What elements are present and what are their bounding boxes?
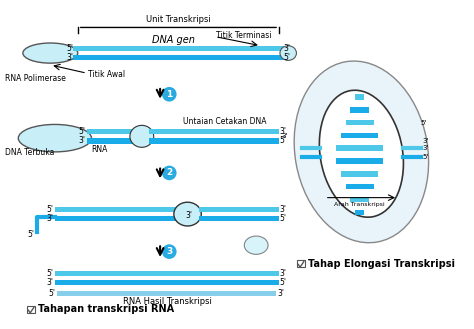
Text: 5': 5' [423, 154, 429, 160]
FancyBboxPatch shape [73, 46, 283, 51]
Text: 3: 3 [166, 247, 173, 256]
Ellipse shape [280, 46, 296, 61]
FancyBboxPatch shape [341, 171, 378, 177]
Ellipse shape [23, 43, 78, 63]
FancyBboxPatch shape [341, 133, 378, 138]
Text: RNA Polimerase: RNA Polimerase [5, 74, 65, 83]
FancyBboxPatch shape [55, 216, 178, 221]
Text: 5': 5' [421, 120, 427, 126]
Text: 5': 5' [283, 53, 291, 62]
FancyBboxPatch shape [27, 306, 35, 313]
Text: Titik Terminasi: Titik Terminasi [216, 31, 272, 40]
FancyBboxPatch shape [346, 120, 374, 125]
FancyBboxPatch shape [336, 158, 383, 164]
Text: 5': 5' [78, 127, 85, 136]
Ellipse shape [174, 202, 201, 226]
Ellipse shape [162, 244, 177, 259]
Text: 3': 3' [277, 289, 284, 298]
Text: 5': 5' [46, 205, 53, 214]
Text: 3': 3' [279, 269, 286, 278]
Ellipse shape [162, 165, 177, 180]
FancyBboxPatch shape [355, 94, 364, 100]
Text: Tahap Elongasi Transkripsi: Tahap Elongasi Transkripsi [308, 259, 456, 268]
FancyBboxPatch shape [336, 145, 383, 151]
Text: Unit Transkripsi: Unit Transkripsi [146, 15, 211, 24]
Text: 5': 5' [48, 289, 55, 298]
FancyBboxPatch shape [55, 207, 178, 212]
FancyBboxPatch shape [57, 291, 276, 296]
Text: 5': 5' [279, 137, 286, 145]
Ellipse shape [319, 90, 403, 217]
FancyBboxPatch shape [149, 129, 279, 135]
Text: 5': 5' [66, 44, 73, 53]
Ellipse shape [294, 61, 428, 243]
Text: 5': 5' [46, 269, 53, 278]
Text: 5': 5' [279, 278, 286, 287]
Text: 3': 3' [66, 53, 73, 62]
Text: 3': 3' [423, 145, 429, 151]
Ellipse shape [18, 124, 91, 152]
FancyBboxPatch shape [55, 280, 279, 286]
Text: Titik Awal: Titik Awal [88, 70, 125, 79]
Text: 3': 3' [279, 205, 286, 214]
Text: DNA Terbuka: DNA Terbuka [5, 148, 54, 157]
Text: 3': 3' [186, 212, 193, 220]
Text: RNA: RNA [91, 145, 108, 154]
Text: 3': 3' [279, 127, 286, 136]
FancyBboxPatch shape [87, 138, 133, 144]
FancyBboxPatch shape [355, 210, 364, 215]
Ellipse shape [130, 125, 154, 147]
Text: Untaian Cetakan DNA: Untaian Cetakan DNA [183, 117, 266, 126]
Text: 3': 3' [282, 133, 288, 139]
Text: 3': 3' [46, 278, 53, 287]
FancyBboxPatch shape [346, 184, 374, 190]
FancyBboxPatch shape [87, 129, 133, 135]
Text: 3': 3' [46, 214, 53, 223]
FancyBboxPatch shape [73, 55, 283, 61]
Text: 3': 3' [78, 137, 85, 145]
Text: 5': 5' [28, 230, 35, 239]
Text: 3': 3' [423, 138, 429, 144]
Text: 5': 5' [279, 214, 286, 223]
Text: RNA Hasil Transkripsi: RNA Hasil Transkripsi [123, 297, 212, 306]
FancyBboxPatch shape [200, 216, 279, 221]
FancyBboxPatch shape [149, 138, 279, 144]
Text: 3': 3' [283, 44, 291, 53]
Text: 2: 2 [166, 168, 173, 177]
Text: Tahapan transkripsi RNA: Tahapan transkripsi RNA [38, 304, 174, 314]
Text: 1: 1 [166, 90, 173, 99]
FancyBboxPatch shape [350, 197, 369, 202]
FancyBboxPatch shape [350, 107, 369, 113]
FancyBboxPatch shape [55, 271, 279, 276]
FancyBboxPatch shape [297, 260, 305, 267]
FancyBboxPatch shape [200, 207, 279, 212]
Ellipse shape [244, 236, 268, 254]
Text: DNA gen: DNA gen [153, 35, 195, 45]
Ellipse shape [162, 87, 177, 102]
Text: Arah Transkripsi: Arah Transkripsi [334, 202, 385, 207]
